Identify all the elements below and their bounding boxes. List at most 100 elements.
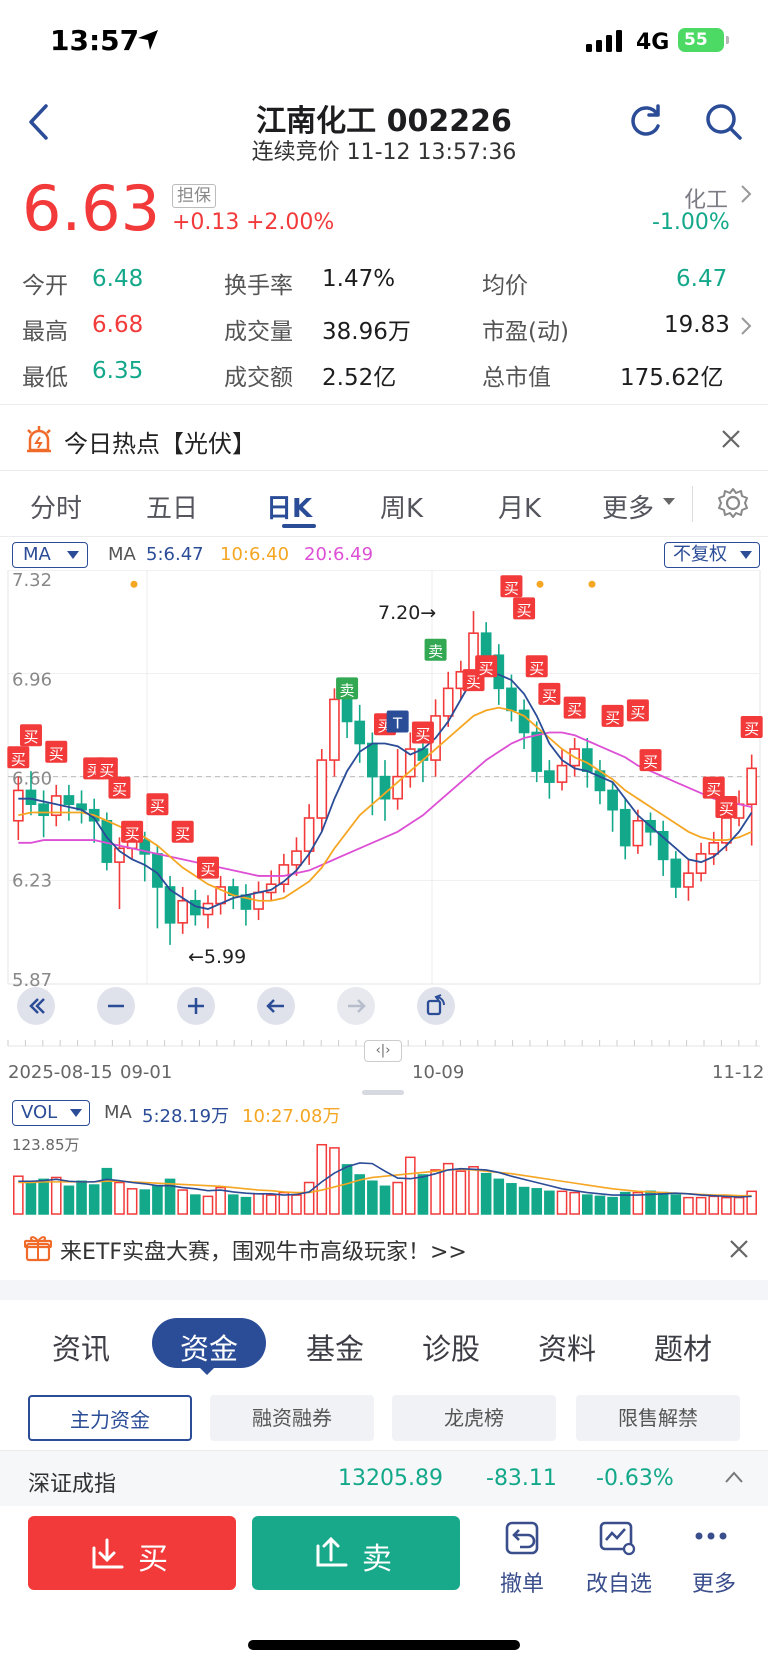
trade-mark-label: 买 bbox=[99, 761, 114, 779]
network-type: 4G bbox=[636, 30, 670, 55]
chip-lockup[interactable]: 限售解禁 bbox=[576, 1395, 740, 1441]
tab-weekly-k[interactable]: 周K bbox=[380, 494, 424, 524]
volume-bar bbox=[291, 1194, 302, 1215]
stat-label: 成交额 bbox=[224, 365, 293, 391]
volume-bar bbox=[265, 1194, 277, 1215]
trade-mark-badge bbox=[108, 776, 131, 799]
vol-selector[interactable]: VOL bbox=[12, 1100, 90, 1126]
volume-bar bbox=[480, 1172, 492, 1215]
trade-mark-badge bbox=[525, 655, 548, 678]
volume-bar bbox=[25, 1183, 37, 1215]
drag-handle[interactable]: ‹|› bbox=[364, 1040, 402, 1062]
ma-title: MA bbox=[108, 544, 136, 565]
pe-chevron-icon[interactable] bbox=[740, 316, 752, 336]
hot-topic-text[interactable]: 今日热点【光伏】 bbox=[64, 430, 256, 458]
buy-button[interactable]: 买 bbox=[28, 1516, 236, 1590]
tab-news[interactable]: 资讯 bbox=[52, 1332, 111, 1366]
trade-mark-label: 买 bbox=[175, 825, 190, 843]
stat-label: 总市值 bbox=[482, 365, 551, 391]
tab-five-day[interactable]: 五日 bbox=[146, 494, 199, 524]
tab-daily-k[interactable]: 日K bbox=[266, 494, 313, 524]
sell-button[interactable]: 卖 bbox=[252, 1516, 460, 1590]
search-icon[interactable] bbox=[704, 102, 744, 142]
trade-mark-label: 买 bbox=[517, 601, 532, 619]
chevron-up-icon[interactable] bbox=[724, 1470, 744, 1484]
trade-mark-badge bbox=[740, 715, 763, 738]
candle-body bbox=[341, 698, 353, 723]
ma-selector[interactable]: MA bbox=[12, 542, 88, 568]
high-annotation: 7.20→ bbox=[378, 602, 436, 624]
refresh-icon[interactable] bbox=[626, 102, 664, 140]
cancel-order-icon[interactable] bbox=[504, 1520, 540, 1556]
y-tick-label: 6.96 bbox=[12, 669, 52, 690]
location-arrow-icon bbox=[138, 30, 158, 50]
chip-main-funds[interactable]: 主力资金 bbox=[28, 1395, 192, 1441]
candle-body bbox=[632, 819, 644, 847]
tab-funds-pill[interactable] bbox=[152, 1318, 266, 1368]
alarm-icon bbox=[27, 426, 51, 453]
back-icon[interactable] bbox=[26, 102, 50, 142]
volume-bar bbox=[733, 1196, 745, 1215]
trade-mark-badge bbox=[500, 575, 523, 598]
index-bar[interactable] bbox=[0, 1450, 768, 1506]
candle-body bbox=[607, 789, 618, 811]
tab-themes[interactable]: 题材 bbox=[654, 1332, 713, 1366]
volume-bar bbox=[404, 1156, 416, 1215]
edit-watchlist-icon[interactable] bbox=[598, 1520, 636, 1556]
volume-bar bbox=[76, 1180, 87, 1215]
volume-bar bbox=[632, 1191, 644, 1215]
tab-monthly-k[interactable]: 月K bbox=[498, 494, 542, 524]
volume-bar bbox=[379, 1185, 391, 1215]
zoom-fit-icon[interactable] bbox=[16, 986, 56, 1026]
edit-watchlist-label[interactable]: 改自选 bbox=[586, 1572, 653, 1597]
cancel-order-label[interactable]: 撤单 bbox=[500, 1572, 545, 1597]
more-label[interactable]: 更多 bbox=[692, 1572, 737, 1597]
stat-high: 6.68 bbox=[92, 312, 144, 338]
buy-arrow-icon bbox=[92, 1538, 124, 1569]
volume-bar bbox=[506, 1183, 517, 1215]
trade-mark-label: 买 bbox=[605, 709, 620, 727]
tab-fund[interactable]: 基金 bbox=[306, 1332, 365, 1366]
rotate-icon[interactable] bbox=[416, 986, 456, 1026]
tab-funds[interactable]: 资金 bbox=[180, 1332, 239, 1366]
settings-gear-icon[interactable] bbox=[716, 486, 750, 520]
zoom-in-icon[interactable] bbox=[176, 986, 216, 1026]
stat-avg: 6.47 bbox=[676, 266, 728, 292]
trade-mark-badge bbox=[538, 682, 561, 705]
volume-bar bbox=[670, 1194, 682, 1215]
candle-body bbox=[316, 759, 328, 819]
trade-mark-badge bbox=[601, 704, 624, 727]
pan-left-icon[interactable] bbox=[256, 986, 296, 1026]
chip-margin[interactable]: 融资融券 bbox=[210, 1395, 374, 1441]
more-dots-icon[interactable] bbox=[694, 1530, 728, 1542]
candle-body bbox=[544, 770, 555, 783]
gift-icon bbox=[24, 1236, 52, 1262]
candle-body bbox=[657, 830, 669, 861]
trade-mark-label: 买 bbox=[200, 861, 215, 879]
close-icon[interactable] bbox=[720, 428, 742, 450]
promo-text[interactable]: 来ETF实盘大赛，围观牛市高级玩家！>> bbox=[60, 1240, 467, 1265]
adjust-selector[interactable]: 不复权 bbox=[664, 542, 760, 568]
pan-right-icon[interactable] bbox=[336, 986, 376, 1026]
tab-more[interactable]: 更多 bbox=[602, 494, 655, 524]
volume-bar bbox=[152, 1184, 163, 1215]
trade-mark-label: 买 bbox=[125, 825, 140, 843]
tab-intraday[interactable]: 分时 bbox=[30, 494, 83, 524]
index-name: 深证成指 bbox=[28, 1472, 117, 1497]
panel-resize-handle[interactable] bbox=[362, 1090, 404, 1095]
vol-ma-title: MA bbox=[104, 1102, 132, 1123]
sector-name[interactable]: 化工 bbox=[684, 188, 729, 213]
volume-bar bbox=[367, 1180, 378, 1215]
tab-profile[interactable]: 资料 bbox=[538, 1332, 597, 1366]
chip-dragon-tiger[interactable]: 龙虎榜 bbox=[392, 1395, 556, 1441]
tab-diagnosis[interactable]: 诊股 bbox=[422, 1332, 481, 1366]
close-icon[interactable] bbox=[728, 1238, 750, 1260]
volume-bar bbox=[582, 1194, 593, 1215]
volume-bar bbox=[38, 1178, 49, 1215]
trade-mark-badge bbox=[7, 746, 30, 769]
candle-body bbox=[291, 850, 302, 866]
zoom-out-icon[interactable] bbox=[96, 986, 136, 1026]
volume-chart[interactable] bbox=[0, 1128, 768, 1216]
sector-chevron-icon bbox=[741, 185, 752, 203]
